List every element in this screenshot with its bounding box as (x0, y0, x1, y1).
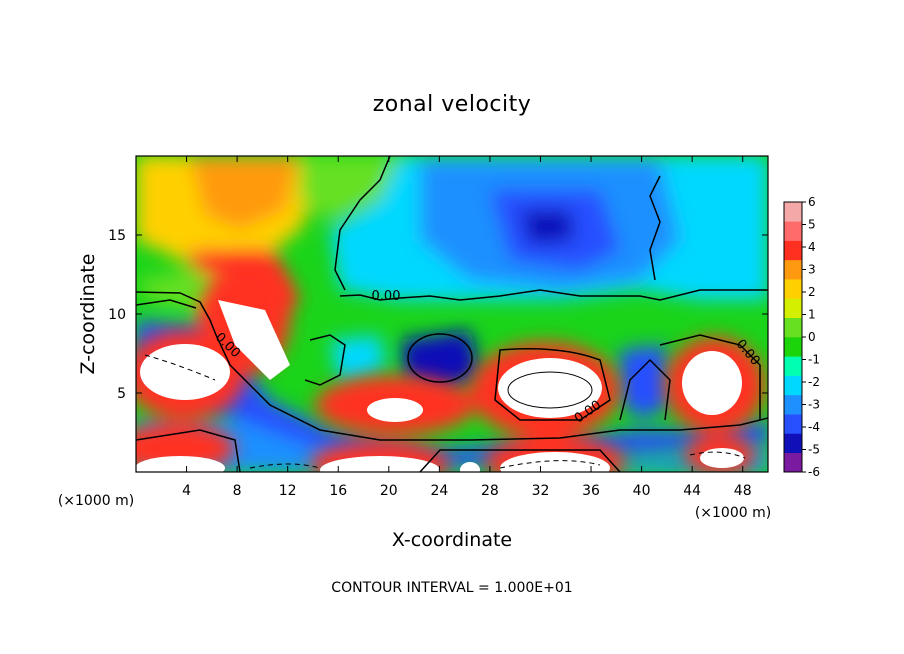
chart-title: zonal velocity (373, 92, 532, 117)
x-unit-label-right: (×1000 m) (695, 505, 771, 521)
colorbar-swatch (784, 452, 802, 473)
colorbar-swatch (784, 375, 802, 396)
x-tick-label: 8 (233, 483, 242, 499)
x-tick-label: 20 (380, 483, 398, 499)
x-tick-label: 24 (430, 483, 448, 499)
colorbar-tick-label: -3 (808, 398, 820, 412)
colorbar-tick-label: 1 (808, 308, 816, 322)
colorbar-tick-label: -4 (808, 420, 820, 434)
x-tick-label: 32 (532, 483, 550, 499)
x-tick-label: 48 (734, 483, 752, 499)
colorbar-swatch (784, 433, 802, 454)
contour-interval-note: CONTOUR INTERVAL = 1.000E+01 (331, 580, 572, 596)
colorbar-swatch (784, 414, 802, 434)
colorbar-swatch (784, 279, 802, 299)
colorbar-tick-label: 0 (808, 330, 816, 344)
x-tick-label: 4 (182, 483, 191, 499)
colorbar-tick-label: 6 (808, 195, 816, 209)
x-unit-label-left: (×1000 m) (58, 493, 134, 509)
colorbar-tick-label: -1 (808, 353, 820, 367)
colorbar-swatch (784, 356, 802, 376)
colorbar-swatch (784, 298, 802, 319)
x-tick-label: 36 (582, 483, 600, 499)
y-tick-label: 5 (117, 386, 126, 402)
x-tick-label: 12 (279, 483, 297, 499)
colorbar-tick-label: 4 (808, 240, 816, 254)
colorbar-tick-label: -2 (808, 375, 820, 389)
x-axis-label: X-coordinate (392, 529, 512, 551)
x-axis: 4 8 12 16 20 24 28 32 36 40 44 48 (182, 156, 752, 499)
velocity-field: 0.00 0.00 0.00 0.00 (136, 156, 768, 472)
colorbar-tick-label: -6 (808, 465, 820, 479)
negative-contours (144, 354, 746, 469)
x-tick-label: 40 (633, 483, 651, 499)
y-tick-label: 15 (108, 228, 126, 244)
colorbar-swatch (784, 240, 802, 261)
colorbar: -6 -5 -4 -3 -2 -1 0 1 2 3 4 5 6 (783, 195, 820, 479)
saturated-cores (136, 300, 744, 472)
colorbar-swatch (784, 317, 802, 338)
colorbar-swatch (784, 202, 802, 222)
y-axis: 5 10 15 (108, 228, 768, 402)
colorbar-tick-label: 2 (808, 285, 816, 299)
colorbar-tick-label: 3 (808, 263, 816, 277)
colorbar-swatch (784, 337, 802, 357)
colorbar-swatch (784, 259, 802, 280)
x-tick-label: 16 (329, 483, 347, 499)
y-tick-label: 10 (108, 307, 126, 323)
zero-contours (136, 156, 768, 472)
colorbar-tick-label: 5 (808, 218, 816, 232)
colorbar-swatch (784, 394, 802, 415)
x-tick-label: 28 (481, 483, 499, 499)
x-tick-label: 44 (683, 483, 701, 499)
y-axis-label: Z-coordinate (77, 254, 99, 375)
colorbar-swatch (784, 221, 802, 241)
contour-label: 0.00 (372, 289, 401, 304)
colorbar-tick-label: -5 (808, 443, 820, 457)
